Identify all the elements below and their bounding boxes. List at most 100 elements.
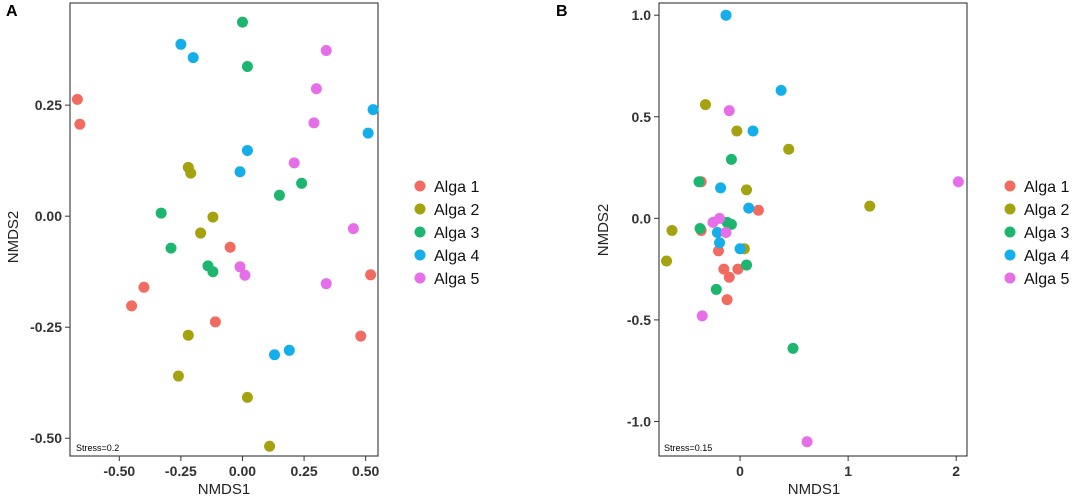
point-alga-1	[209, 316, 221, 328]
y-tick-label-a: -0.25	[30, 319, 62, 335]
point-alga-2	[264, 440, 276, 452]
legend-b: Alga 1 Alga 2 Alga 3 Alga 4 Alga 5	[1004, 179, 1069, 288]
point-alga-5	[310, 83, 322, 95]
point-alga-3	[693, 176, 705, 188]
legend-swatch-b	[1004, 226, 1016, 238]
point-alga-1	[365, 269, 377, 281]
point-alga-3	[725, 218, 737, 230]
x-tick-label-a: -0.50	[103, 463, 135, 479]
point-alga-4	[367, 104, 379, 116]
point-alga-4	[715, 182, 727, 194]
x-tick-label-b: 2	[952, 463, 960, 479]
panel-a: A NMDS2 NMDS1 -0.50 -0.25 0.00 0.25 0.50 0.25…	[5, 2, 380, 498]
x-tick-label-a: -0.25	[165, 463, 197, 479]
point-alga-2	[241, 391, 253, 403]
point-alga-2	[864, 200, 876, 212]
plot-area-b	[658, 2, 968, 457]
point-alga-3	[741, 259, 753, 271]
point-alga-4	[187, 52, 199, 64]
y-axis-title-a: NMDS2	[5, 211, 22, 264]
legend-label-b: Alga 2	[1024, 202, 1069, 219]
point-alga-2	[661, 255, 673, 267]
point-alga-4	[711, 227, 723, 239]
point-alga-5	[234, 261, 246, 273]
point-alga-4	[714, 237, 726, 249]
point-alga-1	[224, 241, 236, 253]
point-alga-2	[783, 143, 795, 155]
axis-ticks-a: -0.50 -0.25 0.00 0.25 0.50 0.25 0.00 -0.25 -0.50	[30, 97, 379, 479]
point-alga-5	[308, 117, 320, 129]
x-tick-label-a: 0.00	[229, 463, 256, 479]
point-alga-5	[288, 157, 300, 169]
legend-label-a: Alga 4	[434, 248, 479, 265]
point-alga-5	[723, 105, 735, 117]
stress-annotation-a: Stress=0.2	[76, 443, 119, 453]
point-alga-2	[185, 167, 197, 179]
point-alga-4	[283, 344, 295, 356]
point-alga-3	[710, 283, 722, 295]
point-alga-1	[752, 204, 764, 216]
point-alga-4	[269, 349, 281, 361]
y-tick-label-b: -1.0	[627, 413, 651, 429]
legend-swatch-b	[1004, 272, 1016, 284]
point-alga-3	[725, 153, 737, 165]
point-alga-1	[74, 118, 86, 130]
point-alga-5	[347, 223, 359, 235]
point-alga-2	[731, 125, 743, 137]
point-alga-3	[296, 177, 308, 189]
y-tick-label-b: -0.5	[627, 312, 651, 328]
y-tick-label-b: 0.5	[632, 109, 652, 125]
point-alga-1	[355, 330, 367, 342]
legend-label-b: Alga 5	[1024, 271, 1069, 288]
point-alga-3	[165, 242, 177, 254]
point-alga-4	[743, 202, 755, 214]
legend-swatch-b	[1004, 203, 1016, 215]
panel-label-a: A	[6, 3, 18, 20]
legend-label-b: Alga 3	[1024, 225, 1069, 242]
legend-swatch-a	[414, 249, 426, 261]
point-alga-2	[207, 211, 219, 223]
y-tick-label-a: -0.50	[30, 430, 62, 446]
point-alga-5	[320, 45, 332, 57]
legend-swatch-a	[414, 203, 426, 215]
point-alga-5	[952, 176, 964, 188]
legend-a: Alga 1 Alga 2 Alga 3 Alga 4 Alga 5	[414, 179, 479, 288]
legend-swatch-a	[414, 180, 426, 192]
points-b	[661, 9, 964, 448]
legend-label-a: Alga 3	[434, 225, 479, 242]
points-a	[71, 16, 379, 452]
point-alga-1	[126, 300, 138, 312]
point-alga-5	[239, 269, 251, 281]
point-alga-4	[775, 84, 787, 96]
legend-label-a: Alga 5	[434, 271, 479, 288]
point-alga-1	[721, 294, 733, 306]
point-alga-1	[71, 93, 83, 105]
y-tick-label-a: 0.25	[35, 97, 62, 113]
point-alga-4	[241, 144, 253, 156]
legend-swatch-b	[1004, 249, 1016, 261]
legend-label-b: Alga 4	[1024, 248, 1069, 265]
point-alga-3	[787, 342, 799, 354]
point-alga-2	[666, 225, 678, 237]
point-alga-1	[712, 245, 724, 257]
point-alga-1	[718, 263, 730, 275]
point-alga-5	[696, 310, 708, 322]
point-alga-4	[234, 166, 246, 178]
point-alga-3	[241, 61, 253, 73]
legend-label-a: Alga 2	[434, 202, 479, 219]
x-tick-label-b: 1	[844, 463, 852, 479]
y-tick-label-a: 0.00	[35, 208, 62, 224]
axis-ticks-b: 0 1 2 1.0 0.5 0.0 -0.5 -1.0	[627, 7, 960, 479]
legend-swatch-a	[414, 272, 426, 284]
point-alga-2	[195, 227, 207, 239]
point-alga-4	[720, 9, 732, 21]
point-alga-3	[236, 16, 248, 28]
point-alga-3	[273, 189, 285, 201]
point-alga-2	[699, 99, 711, 111]
point-alga-1	[138, 281, 150, 293]
x-tick-label-a: 0.25	[290, 463, 317, 479]
point-alga-3	[694, 222, 706, 234]
point-alga-3	[155, 207, 167, 219]
point-alga-5	[320, 278, 332, 290]
